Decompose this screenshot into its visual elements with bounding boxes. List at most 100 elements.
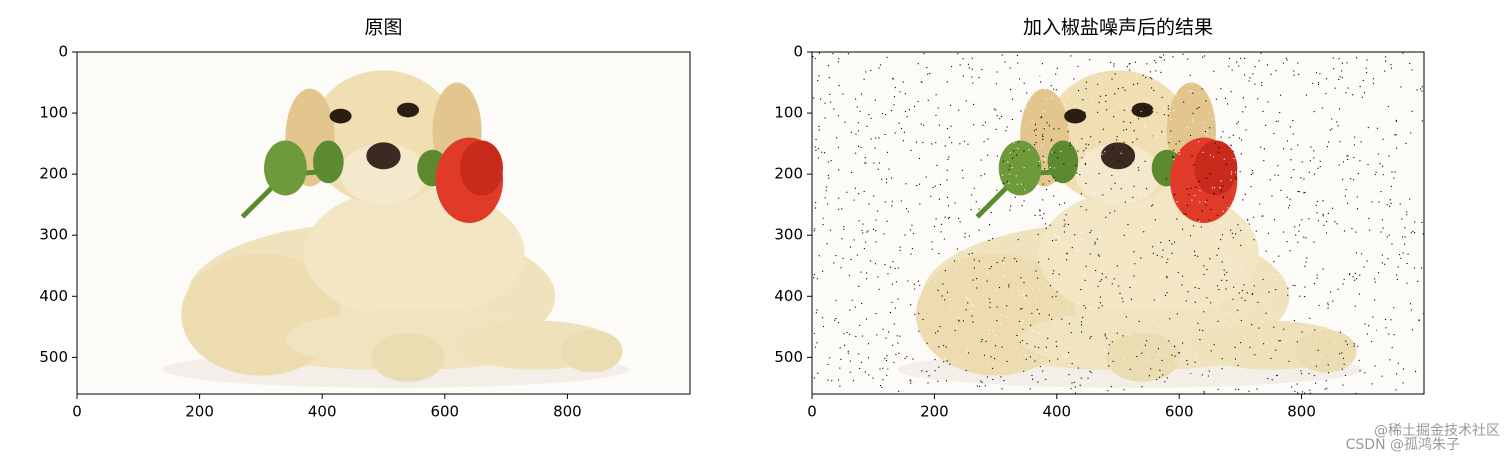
noise-pixel: [1202, 56, 1204, 58]
noise-pixel: [967, 352, 970, 354]
noise-pixel: [1278, 255, 1280, 257]
noise-pixel: [1037, 277, 1039, 279]
noise-pixel: [1230, 144, 1232, 146]
noise-pixel: [1144, 160, 1146, 162]
noise-pixel: [1396, 217, 1399, 219]
noise-pixel: [1110, 386, 1112, 388]
noise-pixel: [937, 227, 939, 229]
noise-pixel: [911, 157, 913, 159]
noise-pixel: [950, 146, 952, 148]
noise-pixel: [1102, 194, 1104, 196]
noise-pixel: [967, 143, 969, 145]
noise-pixel: [879, 64, 882, 66]
noise-pixel: [908, 109, 910, 111]
noise-pixel: [885, 104, 887, 106]
noise-pixel: [1170, 118, 1172, 120]
noise-pixel: [893, 176, 896, 178]
noise-pixel: [1341, 62, 1343, 64]
noise-pixel: [1016, 183, 1018, 185]
noise-pixel: [1289, 126, 1291, 128]
noise-pixel: [1106, 64, 1108, 66]
noise-pixel: [874, 99, 876, 101]
noise-pixel: [827, 363, 829, 366]
noise-pixel: [823, 66, 825, 68]
noise-pixel: [938, 252, 940, 255]
noise-pixel: [857, 305, 859, 307]
noise-pixel: [1388, 155, 1390, 157]
noise-pixel: [1117, 88, 1119, 90]
noise-pixel: [1154, 219, 1156, 221]
noise-pixel: [1012, 157, 1014, 160]
noise-pixel: [976, 278, 978, 280]
noise-pixel: [865, 162, 867, 164]
noise-pixel: [1348, 273, 1351, 275]
noise-pixel: [1337, 125, 1339, 127]
noise-pixel: [923, 53, 925, 55]
noise-pixel: [1233, 286, 1235, 288]
noise-pixel: [1065, 346, 1067, 348]
noise-pixel: [958, 161, 960, 163]
noise-pixel: [1009, 345, 1011, 347]
noise-pixel: [1044, 127, 1046, 129]
noise-pixel: [1286, 241, 1288, 243]
noise-pixel: [1285, 379, 1287, 381]
noise-pixel: [962, 75, 964, 77]
noise-pixel: [1158, 373, 1161, 375]
noise-pixel: [1391, 171, 1393, 173]
noise-pixel: [1405, 140, 1407, 142]
noise-pixel: [864, 373, 866, 375]
noise-pixel: [1089, 370, 1091, 372]
noise-pixel: [1136, 355, 1138, 358]
noise-pixel: [1334, 342, 1336, 344]
noise-pixel: [1330, 270, 1332, 272]
noise-pixel: [1098, 232, 1100, 234]
noise-pixel: [989, 306, 991, 308]
noise-pixel: [860, 361, 862, 363]
noise-pixel: [875, 137, 877, 139]
noise-pixel: [1268, 353, 1270, 355]
noise-pixel: [832, 53, 834, 55]
noise-pixel: [937, 310, 939, 312]
noise-pixel: [1385, 235, 1387, 237]
noise-pixel: [865, 71, 867, 73]
noise-pixel: [971, 57, 973, 59]
noise-pixel: [987, 138, 989, 140]
noise-pixel: [867, 343, 870, 345]
noise-pixel: [1237, 375, 1239, 377]
noise-pixel: [1151, 78, 1153, 80]
noise-pixel: [919, 283, 921, 285]
noise-pixel: [1050, 85, 1052, 87]
noise-pixel: [1175, 359, 1177, 361]
noise-pixel: [852, 208, 854, 210]
noise-pixel: [1240, 229, 1242, 231]
noise-pixel: [1222, 196, 1224, 198]
noise-pixel: [1364, 372, 1366, 374]
noise-pixel: [1412, 321, 1414, 323]
noise-pixel: [1174, 381, 1176, 383]
noise-pixel: [1167, 258, 1169, 260]
noise-pixel: [1265, 236, 1267, 238]
noise-pixel: [901, 246, 903, 248]
noise-pixel: [1235, 176, 1237, 178]
noise-pixel: [1023, 167, 1025, 169]
x-tick-label: 600: [430, 403, 459, 421]
noise-pixel: [1003, 276, 1005, 278]
noise-pixel: [839, 135, 841, 137]
noise-pixel: [1386, 297, 1388, 299]
noise-pixel: [1178, 352, 1180, 354]
noise-pixel: [1363, 375, 1365, 377]
noise-pixel: [1054, 238, 1057, 240]
noise-pixel: [816, 342, 818, 344]
noise-pixel: [830, 160, 832, 162]
noise-pixel: [1085, 147, 1087, 149]
noise-pixel: [1246, 304, 1248, 306]
noise-pixel: [1198, 180, 1200, 182]
noise-pixel: [1322, 215, 1324, 217]
noise-pixel: [1155, 70, 1157, 72]
noise-pixel: [844, 205, 846, 207]
noise-pixel: [993, 213, 995, 215]
noise-pixel: [897, 342, 899, 344]
noise-pixel: [1033, 331, 1035, 333]
noise-pixel: [1368, 280, 1370, 282]
